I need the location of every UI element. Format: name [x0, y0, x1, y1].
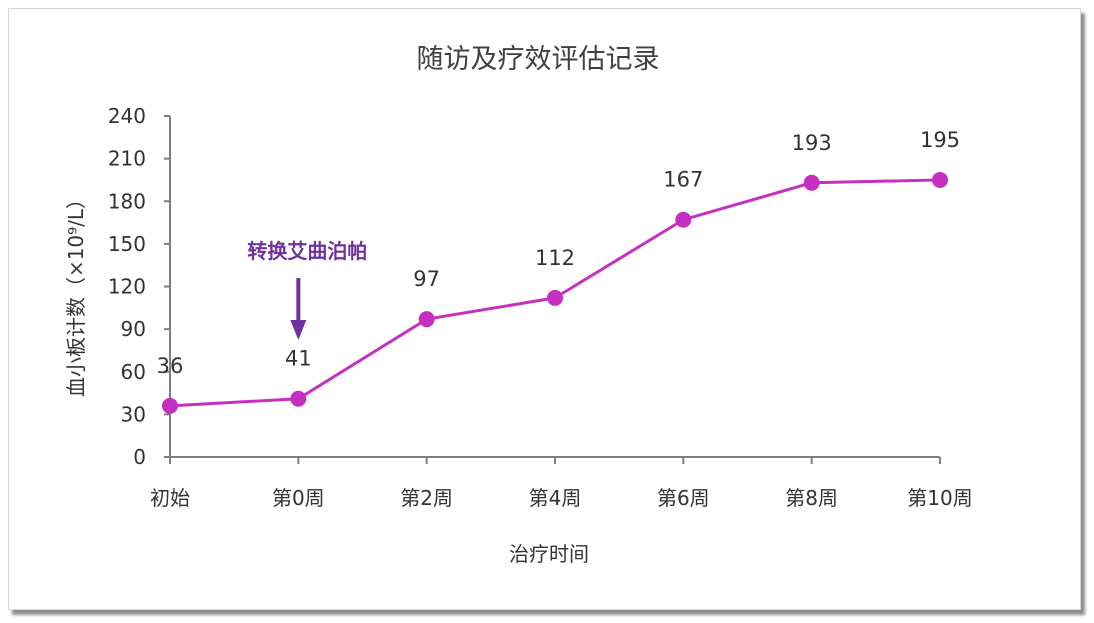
data-point — [675, 211, 692, 228]
y-tick-label: 240 — [108, 104, 146, 128]
data-label: 97 — [413, 267, 440, 291]
annotation-group: 转换艾曲泊帕 — [247, 239, 367, 340]
x-tick-label: 第6周 — [657, 486, 710, 510]
data-label: 167 — [663, 168, 703, 192]
data-point — [803, 174, 820, 191]
y-axis: 0 30 60 90 120 150 180 210 240 — [108, 104, 171, 469]
y-tick-label: 180 — [108, 189, 146, 213]
x-axis-title: 治疗时间 — [509, 542, 589, 566]
annotation-arrow-head — [290, 320, 307, 340]
series-group: 36 41 97 112 167 193 195 — [157, 128, 960, 414]
data-label: 195 — [920, 128, 960, 152]
x-axis: 初始 第0周 第2周 第4周 第6周 第8周 第10周 — [150, 456, 973, 510]
x-tick-label: 第0周 — [272, 486, 325, 510]
data-label: 112 — [535, 246, 575, 270]
y-tick-label: 210 — [108, 147, 146, 171]
data-point — [290, 390, 307, 407]
data-point — [547, 289, 563, 306]
data-label: 193 — [792, 131, 832, 155]
y-tick-label: 90 — [121, 317, 146, 341]
data-label: 36 — [157, 354, 184, 378]
data-point — [418, 311, 435, 328]
x-tick-label: 初始 — [150, 486, 190, 510]
annotation-label: 转换艾曲泊帕 — [247, 239, 367, 263]
y-tick-label: 150 — [108, 232, 146, 256]
y-tick-label: 30 — [121, 402, 146, 426]
x-tick-label: 第10周 — [907, 486, 972, 510]
data-label: 41 — [285, 347, 312, 371]
x-tick-label: 第2周 — [400, 486, 453, 510]
chart-title: 随访及疗效评估记录 — [417, 44, 660, 75]
x-tick-label: 第4周 — [529, 486, 582, 510]
data-point — [932, 171, 948, 188]
y-tick-label: 60 — [121, 360, 146, 384]
x-tick-label: 第8周 — [785, 486, 838, 510]
chart-frame — [8, 8, 1081, 610]
y-axis-title: 血小板计数（×10⁹/L） — [64, 189, 88, 397]
data-point — [162, 397, 178, 414]
y-tick-label: 0 — [133, 445, 146, 469]
y-tick-label: 120 — [108, 275, 146, 299]
